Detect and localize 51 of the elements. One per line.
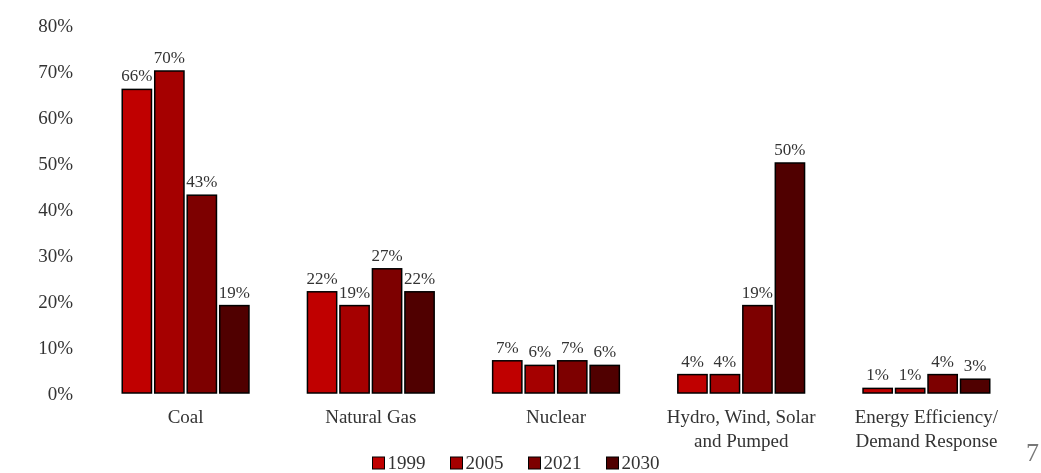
y-tick-label: 60% — [38, 106, 74, 128]
bar — [404, 291, 435, 394]
data-label: 6% — [593, 342, 617, 362]
bar — [709, 373, 741, 394]
legend-label: 1999 — [387, 452, 426, 473]
legend-label: 2021 — [543, 452, 582, 473]
y-tick-label: 30% — [38, 244, 74, 266]
y-tick-label: 20% — [38, 290, 74, 312]
x-tick-label: Natural Gas — [325, 406, 417, 427]
bar — [742, 304, 773, 394]
x-tick-label: Coal — [167, 406, 204, 427]
y-tick-label: 0% — [47, 382, 74, 404]
data-label: 43% — [186, 172, 218, 192]
text: 7 — [1026, 438, 1039, 467]
data-label: 7% — [560, 337, 584, 357]
bar — [677, 373, 708, 394]
data-label: 3% — [963, 356, 987, 376]
y-tick-label: 70% — [38, 60, 74, 82]
bar — [774, 162, 806, 394]
data-label: 1% — [898, 365, 922, 385]
bar — [121, 88, 153, 394]
data-label: 70% — [153, 48, 185, 67]
legend-label: 2030 — [621, 452, 660, 473]
data-label: 19% — [218, 282, 250, 302]
data-label: 4% — [681, 351, 704, 371]
data-label: 4% — [713, 351, 737, 371]
y-tick-label: 80% — [38, 14, 74, 36]
bar — [218, 304, 250, 394]
x-tick-label: Energy Efficiency/ Demand Response — [854, 406, 999, 451]
data-label: 22% — [403, 268, 436, 288]
data-label: 1% — [866, 365, 889, 385]
x-tick-label: Nuclear — [525, 406, 587, 427]
data-label: 19% — [338, 282, 371, 302]
data-label: 27% — [371, 245, 403, 265]
x-tick-label: Hydro, Wind, Solar and Pumped — [666, 406, 817, 451]
bar — [371, 268, 403, 394]
data-label: 4% — [931, 351, 954, 371]
data-label: 66% — [121, 66, 153, 86]
data-label: 19% — [741, 282, 774, 302]
y-tick-label: 40% — [38, 198, 74, 220]
y-tick-label: 10% — [38, 336, 74, 358]
bar — [959, 378, 991, 394]
bar — [339, 304, 370, 394]
data-label: 22% — [306, 268, 338, 288]
legend-label: 2005 — [465, 452, 504, 473]
bar — [306, 291, 338, 394]
data-label: 50% — [774, 140, 806, 159]
data-label: 7% — [495, 337, 519, 357]
data-label: 6% — [528, 342, 552, 362]
bar — [862, 387, 894, 394]
y-tick-label: 50% — [38, 152, 74, 174]
